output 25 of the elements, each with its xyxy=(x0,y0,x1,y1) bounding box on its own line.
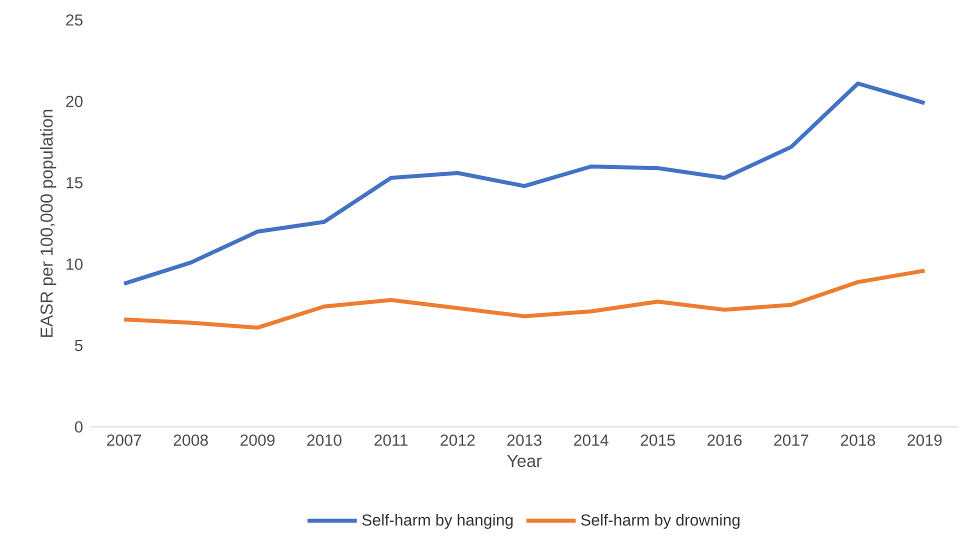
line-series xyxy=(122,268,927,330)
x-tick-label: 2012 xyxy=(440,434,475,446)
x-tick-label: 2016 xyxy=(707,434,742,446)
x-tick-label: 2011 xyxy=(374,434,408,446)
x-tick-label: 2018 xyxy=(840,434,876,446)
x-tick-label: 2007 xyxy=(107,434,142,446)
y-tick-label: 15 xyxy=(66,177,82,188)
x-tick-label: 2017 xyxy=(774,434,808,446)
y-tick-label: 10 xyxy=(66,258,83,270)
y-tick-label: 20 xyxy=(66,96,83,107)
x-tick-label: 2013 xyxy=(507,434,542,446)
x-axis-title: Year xyxy=(507,454,542,467)
y-tick-label: 25 xyxy=(66,14,82,26)
x-tick-label: 2015 xyxy=(640,434,675,446)
x-tick-label: 2019 xyxy=(908,434,942,446)
y-axis-title: EASR per 100,000 population xyxy=(40,110,56,337)
x-tick-label: 2009 xyxy=(240,434,275,446)
y-tick-label: 5 xyxy=(74,340,82,351)
x-tick-label: 2008 xyxy=(174,434,208,446)
legend-label: Self-harm by drowning xyxy=(581,514,740,529)
x-tick-label: 2014 xyxy=(574,434,608,446)
y-tick-label: 0 xyxy=(74,421,83,432)
line-series xyxy=(122,81,927,286)
x-tick-label: 2010 xyxy=(307,434,342,446)
legend-label: Self-harm by hanging xyxy=(362,514,513,529)
